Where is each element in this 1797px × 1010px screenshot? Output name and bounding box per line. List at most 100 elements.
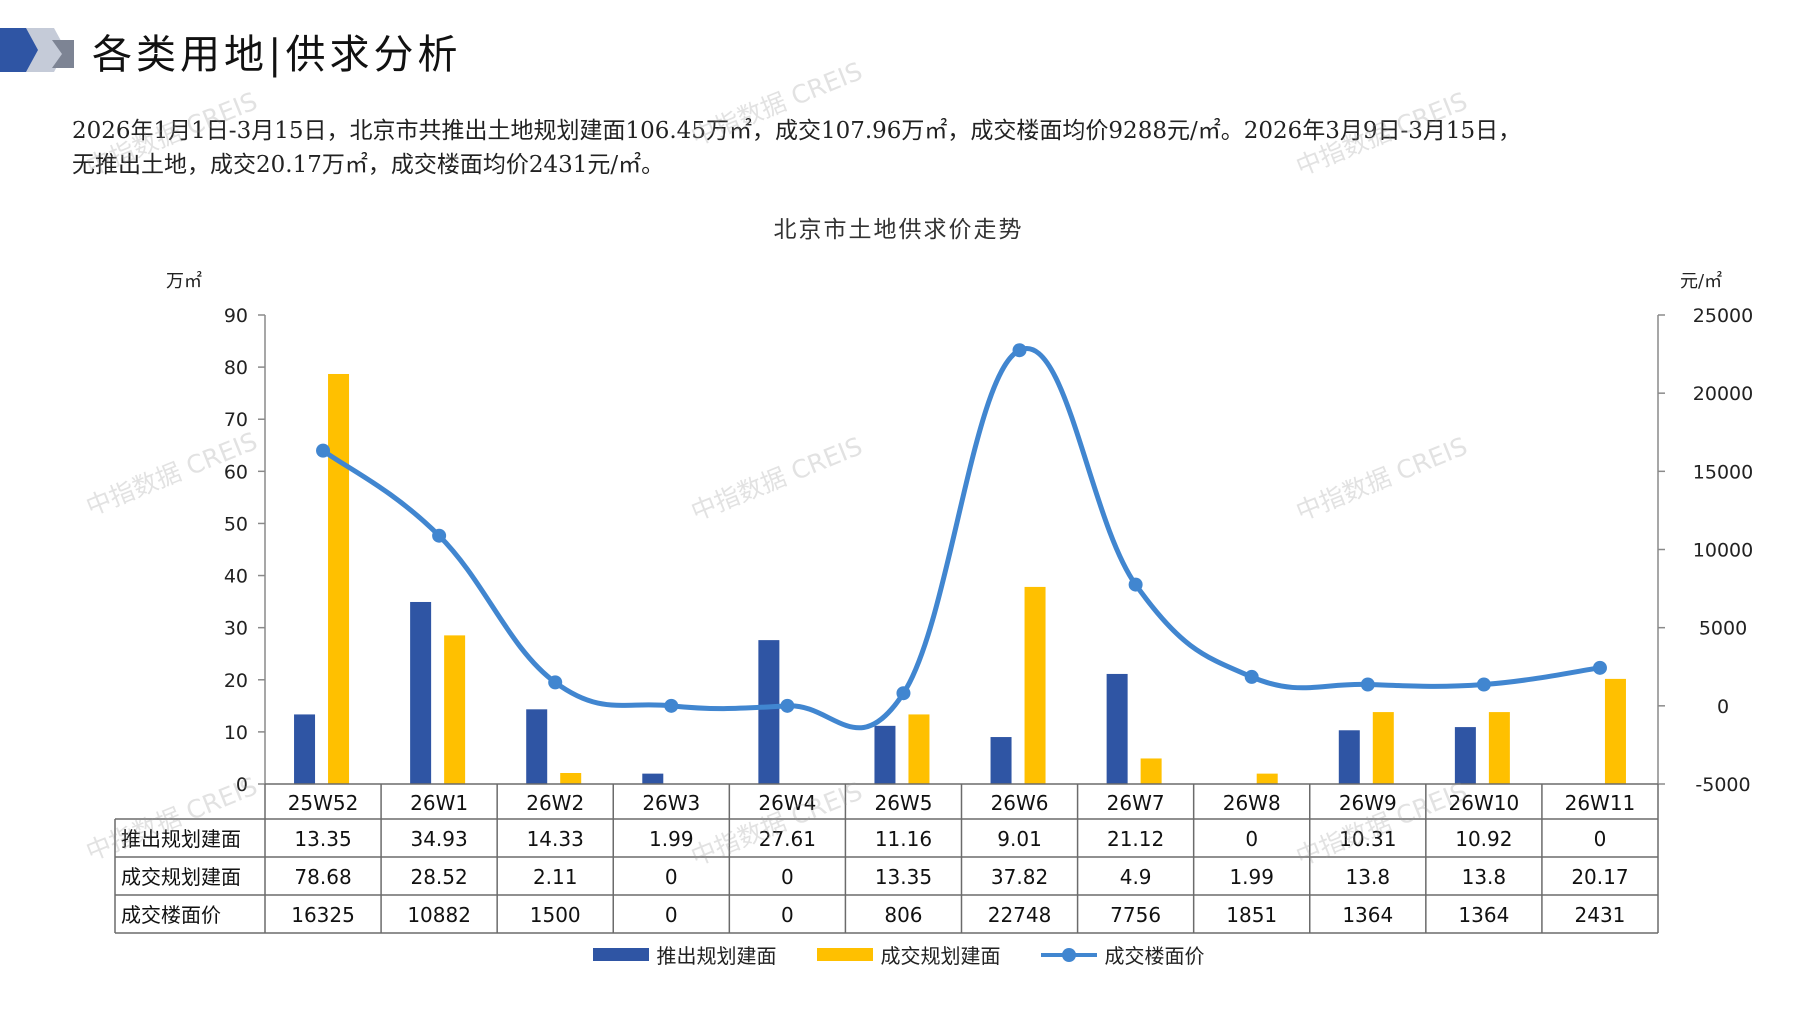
table-row-header: 成交楼面价	[121, 903, 221, 927]
category-label: 26W1	[410, 791, 468, 815]
data-label: 14.33	[527, 827, 584, 851]
right-axis-tick-label: 0	[1717, 696, 1729, 718]
data-label: 806	[884, 903, 922, 927]
legend-item-transaction: 成交规划建面	[816, 940, 1001, 969]
summary-line-2: 无推出土地，成交20.17万㎡，成交楼面均价2431元/㎡。	[72, 152, 665, 178]
transaction-bar	[560, 773, 582, 784]
supply-bar	[874, 725, 896, 784]
category-label: 26W10	[1449, 791, 1520, 815]
legend-swatch-price	[1040, 947, 1097, 962]
category-label: 26W2	[526, 791, 584, 815]
category-label: 26W9	[1339, 791, 1397, 815]
supply-bar	[758, 640, 780, 784]
transaction-bar	[1256, 773, 1278, 784]
right-axis-tick-label: 10000	[1693, 540, 1753, 562]
legend-label-price: 成交楼面价	[1104, 944, 1205, 968]
data-label: 13.35	[875, 865, 932, 889]
supply-bar	[294, 714, 316, 784]
supply-bar	[990, 737, 1012, 784]
data-label: 0	[781, 865, 794, 889]
transaction-bar	[1604, 678, 1626, 784]
data-label: 27.61	[759, 827, 816, 851]
legend-item-supply: 推出规划建面	[592, 940, 777, 969]
price-point	[316, 443, 331, 458]
data-label: 10882	[407, 903, 471, 927]
data-label: 0	[665, 903, 678, 927]
price-point	[432, 528, 447, 543]
data-label: 10.31	[1339, 827, 1396, 851]
summary-text: 2026年1月1日-3月15日，北京市共推出土地规划建面106.45万㎡，成交1…	[72, 114, 1752, 182]
price-point	[548, 675, 563, 690]
data-label: 9.01	[997, 827, 1042, 851]
left-axis-tick-label: 80	[224, 357, 248, 379]
data-label: 4.9	[1120, 865, 1152, 889]
data-label: 1364	[1458, 903, 1509, 927]
right-axis-tick-label: 5000	[1699, 618, 1747, 640]
price-point	[664, 698, 679, 713]
left-axis-tick-label: 70	[224, 409, 248, 431]
data-label: 0	[665, 865, 678, 889]
data-label: 1500	[530, 903, 581, 927]
legend-swatch-transaction	[816, 948, 873, 961]
left-axis-tick-label: 60	[224, 461, 248, 483]
data-label: 0	[1245, 827, 1258, 851]
price-point	[1592, 660, 1607, 675]
transaction-bar	[908, 714, 930, 784]
left-axis-unit: 万㎡	[166, 271, 202, 292]
data-label: 0	[781, 903, 794, 927]
transaction-bar	[1372, 712, 1394, 784]
legend-label-supply: 推出规划建面	[656, 944, 777, 968]
price-point	[780, 698, 795, 713]
price-point	[1360, 677, 1375, 692]
transaction-bar	[1140, 758, 1162, 784]
legend-label-transaction: 成交规划建面	[880, 944, 1001, 968]
left-axis-tick-label: 20	[224, 670, 248, 692]
data-label: 2431	[1575, 903, 1626, 927]
data-label: 1851	[1226, 903, 1277, 927]
data-label: 16325	[291, 903, 355, 927]
data-label: 1364	[1342, 903, 1393, 927]
price-point	[1476, 677, 1491, 692]
data-label: 0	[1594, 827, 1607, 851]
right-axis-unit: 元/㎡	[1680, 271, 1723, 292]
data-label: 22748	[988, 903, 1052, 927]
price-point	[1012, 343, 1027, 358]
data-label: 11.16	[875, 827, 932, 851]
left-axis-tick-label: 40	[224, 566, 248, 588]
supply-bar	[1338, 730, 1360, 784]
data-label: 28.52	[410, 865, 467, 889]
legend-swatch-supply	[592, 948, 649, 961]
transaction-bar	[1488, 712, 1510, 784]
data-label: 20.17	[1571, 865, 1628, 889]
page-title: 各类用地|供求分析	[92, 32, 462, 78]
right-axis-tick-label: 25000	[1693, 305, 1753, 327]
summary-line-1: 2026年1月1日-3月15日，北京市共推出土地规划建面106.45万㎡，成交1…	[72, 118, 1522, 144]
data-label: 10.92	[1455, 827, 1512, 851]
supply-bar	[526, 709, 548, 784]
data-label: 13.8	[1462, 865, 1507, 889]
category-label: 26W6	[991, 791, 1049, 815]
left-axis-tick-label: 0	[236, 774, 248, 796]
category-label: 26W4	[758, 791, 816, 815]
left-axis-tick-label: 90	[224, 305, 248, 327]
price-line	[320, 346, 1603, 731]
category-label: 26W11	[1565, 791, 1636, 815]
category-label: 26W3	[642, 791, 700, 815]
category-label: 26W7	[1107, 791, 1165, 815]
supply-bar	[410, 601, 432, 784]
table-row-header: 成交规划建面	[121, 865, 241, 889]
legend-item-price: 成交楼面价	[1040, 940, 1205, 969]
left-axis-tick-label: 30	[224, 618, 248, 640]
right-axis-tick-label: 20000	[1693, 383, 1753, 405]
data-label: 13.8	[1346, 865, 1391, 889]
category-label: 26W5	[874, 791, 932, 815]
data-label: 37.82	[991, 865, 1048, 889]
table-row-header: 推出规划建面	[121, 827, 241, 851]
transaction-bar	[1024, 586, 1046, 784]
data-label: 1.99	[649, 827, 694, 851]
chart-legend: 推出规划建面 成交规划建面 成交楼面价	[0, 940, 1797, 969]
price-point	[896, 686, 911, 701]
right-axis-tick-label: -5000	[1695, 774, 1750, 796]
left-axis-tick-label: 50	[224, 513, 248, 535]
